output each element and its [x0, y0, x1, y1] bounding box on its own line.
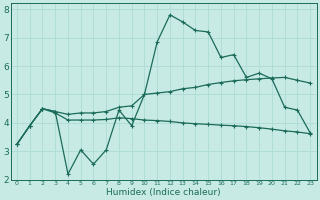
X-axis label: Humidex (Indice chaleur): Humidex (Indice chaleur): [106, 188, 221, 197]
